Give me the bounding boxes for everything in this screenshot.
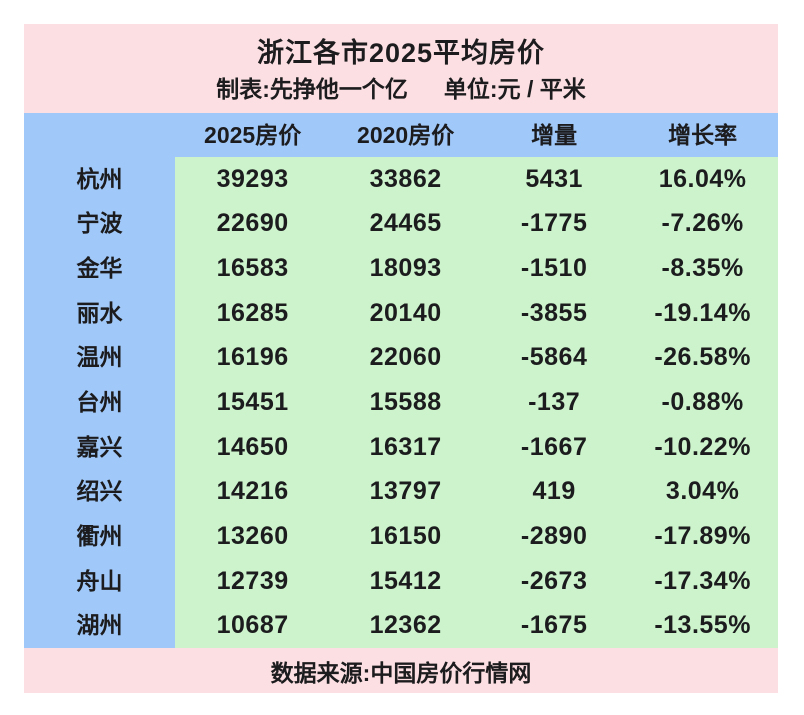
price-2020-cell: 24465	[330, 201, 482, 247]
table-row: 绍兴 14216 13797 419 3.04%	[24, 469, 778, 515]
data-source-text: 数据来源:中国房价行情网	[270, 659, 532, 686]
column-header-change: 增量	[531, 121, 578, 148]
table-row: 温州 16196 22060 -5864 -26.58%	[24, 335, 778, 381]
growth-rate-cell: -17.89%	[627, 514, 778, 559]
price-2020-cell: 16150	[330, 514, 482, 559]
price-2025-cell: 14650	[175, 424, 331, 470]
price-2020-cell: 20140	[330, 290, 482, 336]
change-cell: -1675	[481, 603, 628, 649]
price-2020-cell: 12362	[330, 603, 482, 649]
change-cell: -1510	[481, 246, 628, 291]
price-2025-cell: 14216	[175, 469, 331, 515]
change-cell: -1775	[481, 201, 628, 247]
city-cell: 衢州	[24, 514, 175, 559]
growth-rate-cell: -13.55%	[627, 603, 778, 649]
price-2025-cell: 10687	[175, 603, 331, 649]
price-2025-cell: 12739	[175, 558, 331, 604]
change-cell: -2673	[481, 558, 628, 604]
table-row: 杭州 39293 33862 5431 16.04%	[24, 157, 778, 202]
table-header: 浙江各市2025平均房价 制表:先挣他一个亿 单位:元 / 平米	[24, 24, 778, 113]
price-2020-cell: 22060	[330, 335, 482, 381]
price-2025-cell: 16196	[175, 335, 331, 381]
price-2020-cell: 16317	[330, 424, 482, 470]
table-row: 湖州 10687 12362 -1675 -13.55%	[24, 603, 778, 649]
table-row: 丽水 16285 20140 -3855 -19.14%	[24, 290, 778, 336]
price-2025-cell: 39293	[175, 157, 331, 202]
table-row: 金华 16583 18093 -1510 -8.35%	[24, 246, 778, 291]
column-header-2025: 2025房价	[204, 121, 302, 148]
growth-rate-cell: -10.22%	[627, 424, 778, 470]
growth-rate-cell: 3.04%	[627, 469, 778, 515]
change-cell: -1667	[481, 424, 628, 470]
price-2025-cell: 16583	[175, 246, 331, 291]
change-cell: 5431	[481, 157, 628, 202]
price-2020-cell: 13797	[330, 469, 482, 515]
change-cell: -3855	[481, 290, 628, 336]
table-footer: 数据来源:中国房价行情网	[24, 648, 778, 693]
price-2025-cell: 15451	[175, 380, 331, 425]
table-row: 台州 15451 15588 -137 -0.88%	[24, 380, 778, 425]
price-2025-cell: 22690	[175, 201, 331, 247]
growth-rate-cell: -26.58%	[627, 335, 778, 381]
price-2025-cell: 13260	[175, 514, 331, 559]
column-header-2020: 2020房价	[357, 121, 455, 148]
city-cell: 宁波	[24, 201, 175, 247]
price-2020-cell: 15588	[330, 380, 482, 425]
city-cell: 金华	[24, 246, 175, 291]
housing-price-table: 浙江各市2025平均房价 制表:先挣他一个亿 单位:元 / 平米 2025房价 …	[24, 24, 778, 693]
price-2020-cell: 18093	[330, 246, 482, 291]
change-cell: 419	[481, 469, 628, 515]
growth-rate-cell: -17.34%	[627, 558, 778, 604]
price-2025-cell: 16285	[175, 290, 331, 336]
table-body: 杭州 39293 33862 5431 16.04% 宁波 22690 2446…	[24, 157, 778, 649]
growth-rate-cell: -0.88%	[627, 380, 778, 425]
change-cell: -5864	[481, 335, 628, 381]
city-cell: 湖州	[24, 603, 175, 649]
city-cell: 绍兴	[24, 469, 175, 515]
table-row: 衢州 13260 16150 -2890 -17.89%	[24, 514, 778, 559]
growth-rate-cell: -7.26%	[627, 201, 778, 247]
table-title: 浙江各市2025平均房价	[256, 38, 546, 68]
city-cell: 舟山	[24, 558, 175, 604]
price-2020-cell: 33862	[330, 157, 482, 202]
growth-rate-cell: 16.04%	[627, 157, 778, 202]
subtitle-unit: 单位:元 / 平米	[443, 76, 586, 102]
price-2020-cell: 15412	[330, 558, 482, 604]
table-row: 嘉兴 14650 16317 -1667 -10.22%	[24, 424, 778, 470]
column-header-rate: 增长率	[668, 121, 738, 148]
city-cell: 台州	[24, 380, 175, 425]
city-cell: 丽水	[24, 290, 175, 336]
city-cell: 杭州	[24, 157, 175, 202]
change-cell: -2890	[481, 514, 628, 559]
column-header-row: 2025房价 2020房价 增量 增长率	[24, 113, 778, 157]
table-subtitle: 制表:先挣他一个亿 单位:元 / 平米	[216, 78, 586, 101]
city-cell: 嘉兴	[24, 424, 175, 470]
table-row: 舟山 12739 15412 -2673 -17.34%	[24, 558, 778, 604]
city-cell: 温州	[24, 335, 175, 381]
change-cell: -137	[481, 380, 628, 425]
column-header-spacer	[24, 113, 175, 157]
growth-rate-cell: -19.14%	[627, 290, 778, 336]
growth-rate-cell: -8.35%	[627, 246, 778, 291]
table-row: 宁波 22690 24465 -1775 -7.26%	[24, 201, 778, 247]
subtitle-maker: 制表:先挣他一个亿	[216, 76, 408, 102]
